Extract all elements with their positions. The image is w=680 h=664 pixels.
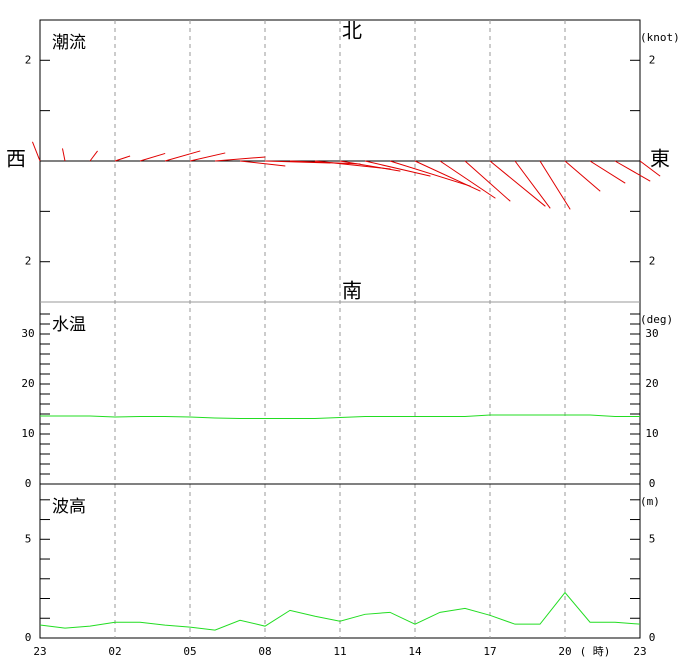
current-vector xyxy=(464,160,511,202)
panel-title: 潮流 xyxy=(52,33,86,53)
current-vector xyxy=(514,160,551,209)
y-tick-label: 0 xyxy=(25,477,32,490)
data-line xyxy=(40,414,640,419)
compass-west: 西 xyxy=(6,147,26,171)
x-tick-label: 23 xyxy=(633,645,646,658)
current-vector xyxy=(439,160,496,199)
current-vector xyxy=(89,150,98,162)
y-tick-label: 20 xyxy=(21,377,34,390)
current-vector xyxy=(489,160,546,207)
compass-north: 北 xyxy=(342,19,362,43)
x-unit: ( 時) xyxy=(580,645,611,658)
y-tick-label: 10 xyxy=(21,427,34,440)
unit-label: (knot) xyxy=(640,31,680,44)
frame xyxy=(39,19,641,639)
panel-title: 水温 xyxy=(52,315,86,335)
current-vector xyxy=(364,160,431,177)
compass-east: 東 xyxy=(650,147,670,171)
current-vector xyxy=(61,148,66,162)
y-tick-label: 2 xyxy=(25,53,32,66)
y-tick-label: 30 xyxy=(21,327,34,340)
panel-title: 波高 xyxy=(52,497,86,517)
current-vector xyxy=(189,152,226,162)
current-vector xyxy=(114,155,131,162)
y-tick-label-right: 0 xyxy=(649,631,656,644)
current-vector xyxy=(31,141,41,162)
unit-label: (m) xyxy=(640,495,660,508)
x-tick-label: 05 xyxy=(183,645,196,658)
x-tick-label: 11 xyxy=(333,645,346,658)
y-tick-label-right: 20 xyxy=(645,377,658,390)
y-tick-label-right: 2 xyxy=(649,53,656,66)
data-line xyxy=(39,591,641,631)
y-tick-label-right: 5 xyxy=(649,532,656,545)
x-tick-label: 02 xyxy=(108,645,121,658)
current-vector xyxy=(339,160,401,172)
y-tick-label-right: 30 xyxy=(645,327,658,340)
current-vector xyxy=(214,156,266,162)
compass-south: 南 xyxy=(342,279,362,303)
current-vector xyxy=(539,160,571,210)
y-tick-label: 5 xyxy=(25,532,32,545)
x-tick-label: 20 xyxy=(558,645,571,658)
y-tick-label-right: 10 xyxy=(645,427,658,440)
current-vector xyxy=(564,160,601,192)
y-tick-label-right: 0 xyxy=(649,477,656,490)
y-tick-label-right: 2 xyxy=(649,255,656,268)
current-vector xyxy=(389,160,471,187)
y-tick-label: 2 xyxy=(25,255,32,268)
current-vector xyxy=(639,160,661,177)
x-tick-label: 17 xyxy=(483,645,496,658)
current-vector xyxy=(239,160,286,167)
x-tick-label: 08 xyxy=(258,645,271,658)
x-tick-label: 23 xyxy=(33,645,46,658)
current-vector xyxy=(589,160,626,184)
current-vector xyxy=(414,160,481,192)
x-tick-label: 14 xyxy=(408,645,422,658)
current-vector xyxy=(614,160,651,182)
current-vector xyxy=(164,150,201,162)
unit-label: (deg) xyxy=(640,313,673,326)
y-tick-label: 0 xyxy=(25,631,32,644)
current-vector xyxy=(139,152,166,162)
